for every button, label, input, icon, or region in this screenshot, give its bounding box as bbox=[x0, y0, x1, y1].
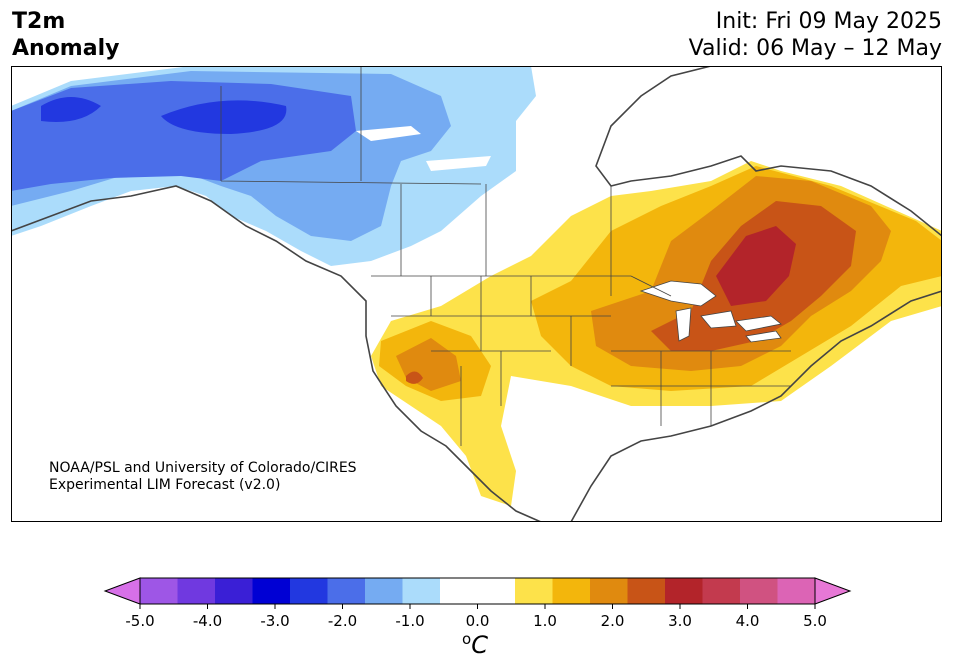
colorbar-tick-label: 2.0 bbox=[601, 612, 625, 630]
colorbar-tick-label: 1.0 bbox=[533, 612, 557, 630]
colorbar-bin bbox=[515, 578, 553, 604]
colorbar-bin bbox=[327, 578, 366, 604]
colorbar-bin bbox=[177, 578, 216, 604]
colorbar-tick-label: -5.0 bbox=[125, 612, 154, 630]
ice-patch bbox=[356, 126, 491, 171]
colorbar-bin bbox=[552, 578, 591, 604]
coastline bbox=[11, 66, 942, 522]
colorbar-tick-label: 3.0 bbox=[668, 612, 692, 630]
colorbar-bin bbox=[777, 578, 816, 604]
colorbar-tick-label: -1.0 bbox=[395, 612, 424, 630]
colorbar-bin bbox=[740, 578, 778, 604]
colorbar-tick-label: 0.0 bbox=[466, 612, 490, 630]
map-title: T2m Anomaly bbox=[12, 8, 119, 62]
colorbar-tick-label: 5.0 bbox=[803, 612, 827, 630]
cold-region-deep bbox=[41, 97, 287, 134]
colorbar: -5.0 -4.0 -3.0 -2.0 -1.0 0.0 1.0 2.0 3.0 4.0 5.0 bbox=[103, 577, 852, 630]
forecast-dates: Init: Fri 09 May 2025 Valid: 06 May – 12… bbox=[689, 8, 942, 62]
valid-range: Valid: 06 May – 12 May bbox=[688, 36, 942, 61]
colorbar-bin bbox=[402, 578, 441, 604]
colorbar-extend-high bbox=[814, 577, 852, 605]
colorbar-unit: oC bbox=[462, 630, 488, 659]
colorbar-bin bbox=[590, 578, 628, 604]
colorbar-bin bbox=[665, 578, 703, 604]
colorbar-tick-label: -4.0 bbox=[193, 612, 222, 630]
credit-line-1: NOAA/PSL and University of Colorado/CIRE… bbox=[49, 460, 357, 476]
colorbar-bin bbox=[252, 578, 291, 604]
political-borders bbox=[220, 66, 791, 446]
colorbar-bin bbox=[702, 578, 741, 604]
colorbar-bin bbox=[290, 578, 328, 604]
great-lakes bbox=[639, 280, 782, 343]
init-date: Init: Fri 09 May 2025 bbox=[715, 9, 942, 34]
anomaly-map bbox=[11, 66, 942, 522]
colorbar-bin bbox=[440, 578, 478, 604]
colorbar-bin bbox=[627, 578, 666, 604]
title-line-variable: T2m bbox=[12, 9, 66, 34]
colorbar-bin bbox=[140, 578, 178, 604]
title-line-anomaly: Anomaly bbox=[12, 36, 120, 61]
colorbar-tick-label: -3.0 bbox=[260, 612, 289, 630]
colorbar-extend-low bbox=[103, 577, 141, 605]
credit-text: NOAA/PSL and University of Colorado/CIRE… bbox=[49, 460, 357, 494]
colorbar-bin bbox=[477, 578, 516, 604]
colorbar-tick-label: 4.0 bbox=[736, 612, 760, 630]
warm-region-5 bbox=[716, 226, 796, 306]
colorbar-tick-label: -2.0 bbox=[328, 612, 357, 630]
colorbar-bin bbox=[365, 578, 403, 604]
colorbar-bin bbox=[215, 578, 253, 604]
credit-line-2: Experimental LIM Forecast (v2.0) bbox=[49, 477, 281, 493]
